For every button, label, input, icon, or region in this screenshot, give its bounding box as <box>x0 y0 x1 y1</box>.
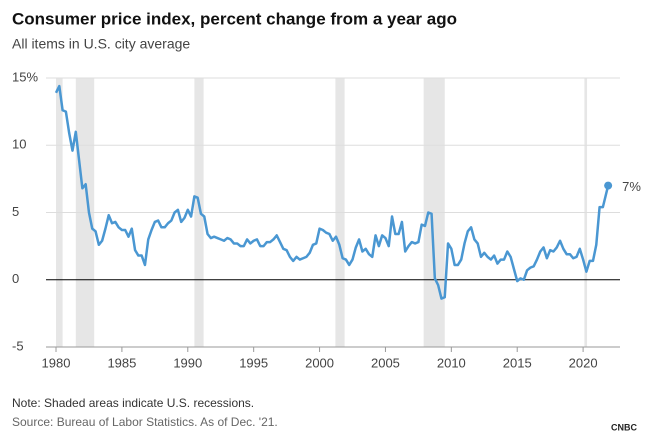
y-tick-label: 10 <box>12 137 26 152</box>
y-tick-label: -5 <box>12 338 24 353</box>
y-tick-label: 0 <box>12 271 19 286</box>
end-point <box>604 181 613 190</box>
plot-area: -5 0 5 10 15% 1980 1985 1990 1995 2000 2005 2010 201… <box>12 69 641 370</box>
y-tick-label: 5 <box>12 204 19 219</box>
x-tick-label: 2020 <box>569 355 598 370</box>
x-tick-label: 1985 <box>107 355 136 370</box>
x-tick-label: 2015 <box>503 355 532 370</box>
cpi-line <box>54 84 610 300</box>
x-tick-label: 2005 <box>371 355 400 370</box>
x-tick-label: 1995 <box>239 355 268 370</box>
logo: CNBC <box>611 422 637 432</box>
chart-title: Consumer price index, percent change fro… <box>12 9 457 28</box>
x-tick-label: 2000 <box>305 355 334 370</box>
note: Note: Shaded areas indicate U.S. recessi… <box>12 396 254 410</box>
chart-subtitle: All items in U.S. city average <box>12 36 190 52</box>
y-tick-label: 15% <box>12 69 38 84</box>
x-tick-label: 1990 <box>173 355 202 370</box>
annotation: 7% <box>622 179 641 194</box>
x-tick-label: 1980 <box>42 355 71 370</box>
source: Source: Bureau of Labor Statistics. As o… <box>12 415 278 429</box>
x-tick-label: 2010 <box>437 355 466 370</box>
